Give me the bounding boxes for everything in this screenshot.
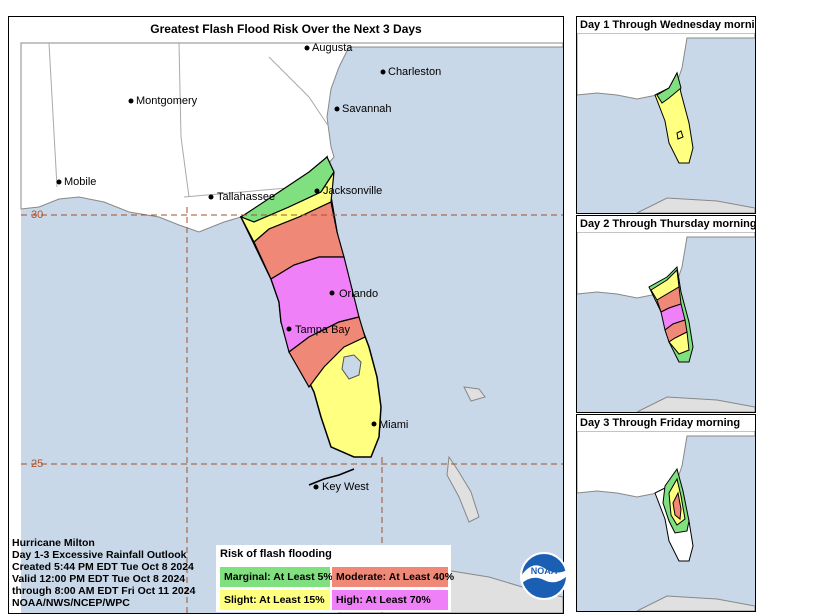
city-savannah: Savannah (334, 103, 392, 115)
lat-label-25: 25 (31, 458, 43, 470)
city-label: Miami (379, 419, 408, 431)
panel-day-1: Day 1 Through Wednesday morning (576, 16, 756, 214)
outlook-info: Hurricane Milton Day 1-3 Excessive Rainf… (12, 537, 195, 609)
info-created: Created 5:44 PM EDT Tue Oct 8 2024 (12, 561, 194, 573)
panel-map (577, 431, 755, 611)
city-label: Mobile (64, 176, 96, 188)
legend-title: Risk of flash flooding (220, 548, 332, 560)
city-label: Key West (322, 481, 369, 493)
city-mobile: Mobile (56, 176, 96, 188)
info-valid: Valid 12:00 PM EDT Tue Oct 8 2024 (12, 573, 186, 585)
city-label: Montgomery (136, 95, 198, 107)
panel-map (577, 232, 755, 412)
city-key-west: Key West (313, 481, 369, 493)
city-orlando: Orlando (329, 288, 378, 300)
city-label: Tallahassee (217, 191, 275, 203)
city-charleston: Charleston (380, 66, 441, 78)
city-label: Jacksonville (323, 185, 382, 197)
bahamas (446, 455, 480, 523)
lat-label-30: 30 (31, 209, 43, 221)
main-map: 30 25 Augusta Charleston Montgomery Sava… (20, 42, 563, 613)
city-tallahassee: Tallahassee (208, 191, 275, 203)
city-montgomery: Montgomery (128, 95, 198, 107)
panel-title: Day 1 Through Wednesday morning (580, 19, 756, 31)
city-augusta: Augusta (304, 42, 353, 54)
legend-slight: Slight: At Least 15% (220, 590, 330, 610)
legend-moderate: Moderate: At Least 40% (332, 567, 454, 587)
city-label: Tampa Bay (295, 324, 351, 336)
legend-high: High: At Least 70% (332, 590, 448, 610)
info-storm-name: Hurricane Milton (12, 537, 95, 549)
city-label: Charleston (388, 66, 441, 78)
risk-moderate-south (288, 316, 366, 389)
legend-marginal: Marginal: At Least 5% (220, 567, 333, 587)
panel-day-2: Day 2 Through Thursday morning (576, 215, 756, 413)
panel-map (577, 33, 755, 213)
city-label: Augusta (312, 42, 353, 54)
logo-text: NOAA (531, 566, 558, 576)
city-label: Savannah (342, 103, 392, 115)
city-label: Orlando (339, 288, 378, 300)
panel-day-3: Day 3 Through Friday morning (576, 414, 756, 612)
info-product: Day 1-3 Excessive Rainfall Outlook (12, 549, 187, 561)
noaa-logo: NOAA (520, 552, 568, 600)
city-miami: Miami (371, 419, 408, 431)
info-through: through 8:00 AM EDT Fri Oct 11 2024 (12, 585, 196, 597)
panel-title: Day 2 Through Thursday morning (580, 218, 756, 230)
city-tampa-bay: Tampa Bay (286, 324, 351, 336)
panel-title: Day 3 Through Friday morning (580, 417, 741, 429)
main-map-frame: 30 25 Augusta Charleston Montgomery Sava… (8, 16, 564, 614)
lake-okeechobee (341, 354, 362, 380)
risk-legend: Risk of flash flooding Marginal: At Leas… (216, 545, 454, 612)
info-source: NOAA/NWS/NCEP/WPC (12, 597, 130, 609)
map-title: Greatest Flash Flood Risk Over the Next … (150, 22, 422, 36)
city-jacksonville: Jacksonville (314, 185, 382, 197)
